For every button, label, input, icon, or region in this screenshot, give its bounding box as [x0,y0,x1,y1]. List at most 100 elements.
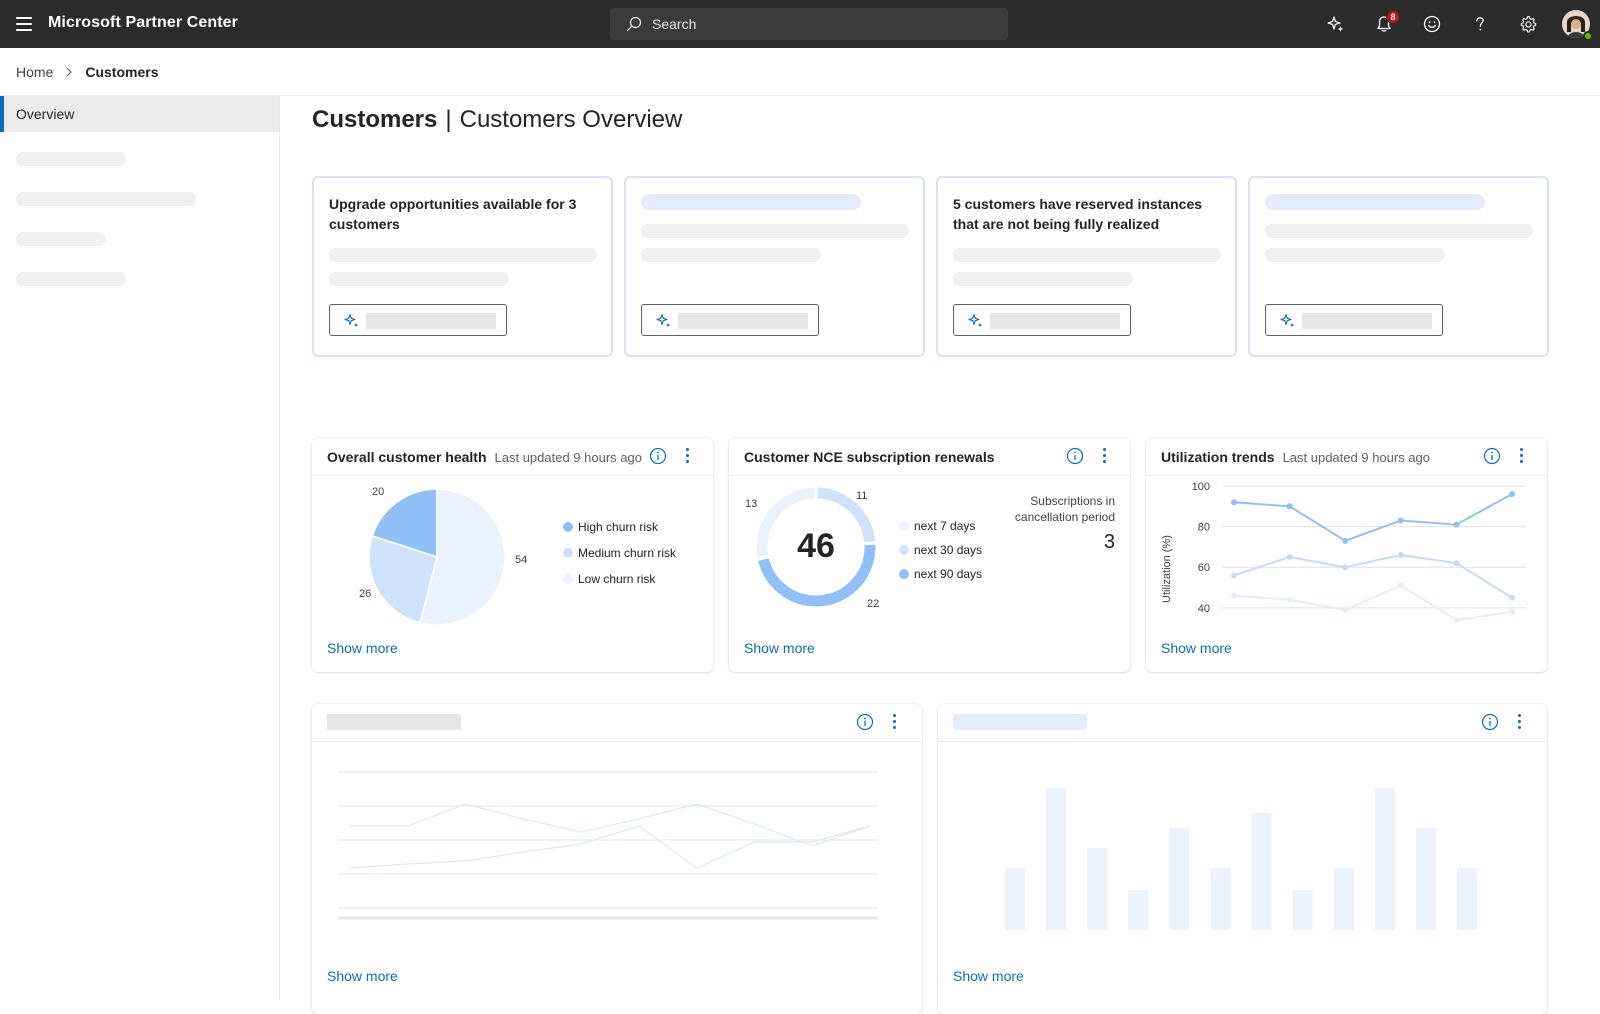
search-input[interactable] [652,8,992,40]
cancellation-count: 3 [1103,531,1115,553]
loading-placeholder [953,248,1221,262]
loading-placeholder [641,224,909,238]
card-title: Customer NCE subscription renewals [744,449,995,465]
more-options-icon[interactable] [888,712,902,732]
loading-line-chart [338,771,878,920]
legend-label: High churn risk [578,520,659,534]
legend-swatch [563,548,573,558]
series-line [1233,493,1513,542]
presence-status-icon [1583,31,1593,41]
info-icon[interactable] [855,712,875,732]
data-point [1453,560,1460,567]
legend-swatch [563,522,573,532]
page-title: Customers | Customers Overview [312,106,682,134]
sidebar-item-label: Overview [16,106,75,122]
donut-segment [756,487,815,558]
insight-action-button[interactable] [1265,304,1443,336]
card-title-text: Utilization trends [1161,449,1275,465]
breadcrumb-home[interactable]: Home [16,64,54,80]
page-title-main: Customers [312,106,438,133]
insight-card[interactable]: 5 customers have reserved instances that… [936,176,1237,357]
data-point [1286,596,1293,603]
menu-icon[interactable] [16,17,32,31]
chevron-right-icon [65,64,73,80]
placeholder-bar [1087,848,1108,930]
breadcrumb-current: Customers [85,64,159,80]
show-more-link[interactable]: Show more [744,640,815,656]
insight-card[interactable]: Upgrade opportunities available for 3 cu… [312,176,613,357]
page-title-sub: Customers Overview [459,106,683,133]
sparkle-icon [1280,313,1295,328]
loading-placeholder [16,152,126,166]
title-separator: | [445,106,452,133]
placeholder-bar [1005,868,1025,930]
avatar[interactable] [1562,10,1593,41]
show-more-link[interactable]: Show more [1161,640,1232,656]
insight-action-button[interactable] [641,304,819,336]
loading-bar-chart [1005,788,1478,930]
y-tick-label: 80 [1198,522,1210,534]
copilot-icon[interactable] [1320,8,1352,40]
sparkle-icon [656,313,671,328]
data-point [1453,617,1460,624]
series-line [1233,584,1513,622]
loading-placeholder [953,714,1087,730]
info-icon[interactable] [648,446,668,466]
placeholder-bar [1374,788,1395,930]
placeholder-line [350,803,871,847]
insight-action-button[interactable] [953,304,1131,336]
sparkle-icon [344,313,359,328]
info-icon[interactable] [1480,712,1500,732]
legend-swatch [563,574,573,584]
data-point [1286,554,1293,561]
show-more-link[interactable]: Show more [327,968,398,984]
insight-card-loading[interactable] [1248,176,1549,357]
smiley-icon[interactable] [1416,8,1448,40]
data-point [1509,608,1515,615]
customer-health-card: Overall customer health Last updated 9 ho… [312,438,713,672]
y-tick-label: 40 [1198,603,1210,615]
app-title[interactable]: Microsoft Partner Center [48,14,238,31]
data-point [1453,521,1460,528]
placeholder-bar [1169,828,1190,930]
insight-action-button[interactable] [329,304,507,336]
selection-indicator [0,96,4,132]
show-more-link[interactable]: Show more [953,968,1024,984]
info-icon[interactable] [1065,446,1085,466]
card-header [938,704,1547,742]
loading-placeholder [366,313,496,329]
data-point [1397,552,1404,559]
insight-card-loading[interactable] [624,176,925,357]
placeholder-line [349,825,871,869]
pie-data-label-medium: 26 [359,588,372,600]
show-more-link[interactable]: Show more [327,640,398,656]
more-options-icon[interactable] [1515,446,1529,466]
insight-text: Upgrade opportunities available for 3 cu… [329,196,577,232]
notification-badge: 8 [1386,10,1400,24]
help-icon[interactable] [1464,8,1496,40]
settings-icon[interactable] [1512,8,1544,40]
placeholder-bar [1457,868,1478,930]
donut-total: 46 [797,527,835,565]
info-icon[interactable] [1482,446,1502,466]
legend-label: Medium churn risk [578,546,677,560]
data-point [1342,564,1349,571]
loading-placeholder [1302,313,1432,329]
cancellation-label: Subscriptions in cancellation period [1014,494,1115,524]
data-point [1342,606,1349,613]
legend-item: next 90 days [899,567,982,581]
bell-icon[interactable]: 8 [1368,8,1400,40]
search-box[interactable] [610,8,1008,40]
placeholder-bar [1292,890,1313,930]
sidebar-item-overview[interactable]: Overview [0,96,279,132]
data-point [1509,491,1515,498]
legend-label: next 30 days [914,543,983,557]
loading-placeholder [678,313,808,329]
more-options-icon[interactable] [1513,712,1527,732]
pie-slice [371,488,438,559]
utilization-line-chart: 100 80 60 40 [1192,481,1526,624]
last-updated-text: Last updated 9 hours ago [494,450,642,465]
more-options-icon[interactable] [681,446,695,466]
loading-placeholder [329,248,597,262]
more-options-icon[interactable] [1098,446,1112,466]
